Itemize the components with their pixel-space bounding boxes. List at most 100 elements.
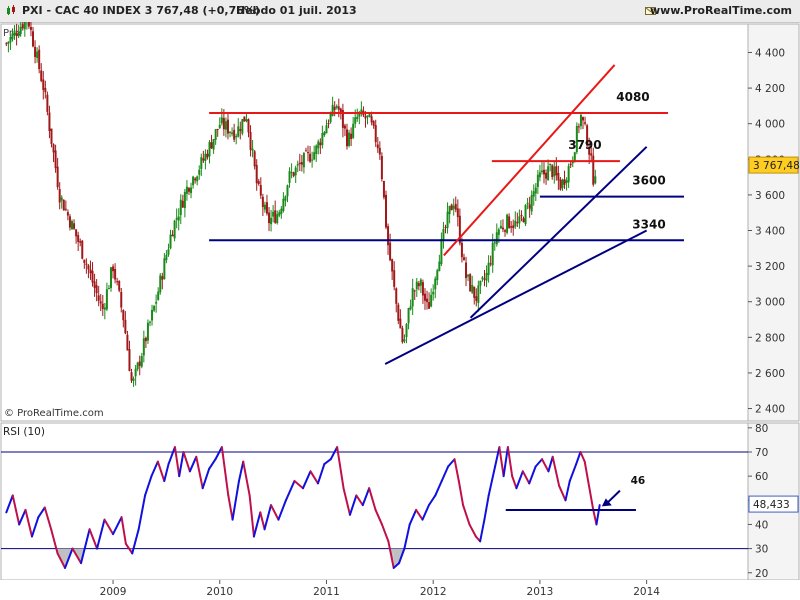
rsi-segment <box>534 458 544 468</box>
candle-body <box>81 240 84 259</box>
candle-body <box>510 226 513 228</box>
candle-body <box>430 294 433 307</box>
rsi-segment <box>595 504 601 526</box>
candle-body <box>48 112 51 131</box>
last-price-value: 3 767,48 <box>753 160 800 172</box>
rsi-segment <box>468 523 477 538</box>
candle-body <box>97 295 100 301</box>
candle-body <box>440 239 443 265</box>
candle-body <box>132 378 135 381</box>
candle-body <box>75 229 78 237</box>
candle-body <box>329 113 332 123</box>
candle-body <box>151 309 154 321</box>
candle-body <box>465 262 468 279</box>
candle-body <box>46 94 49 112</box>
candle-body <box>520 214 523 217</box>
candle-body <box>559 179 562 190</box>
candle-body <box>557 173 560 181</box>
candle-body <box>259 185 262 196</box>
rsi-segment <box>137 494 147 531</box>
candle-body <box>7 41 10 44</box>
candle-body <box>339 108 342 113</box>
rsi-segment <box>494 446 501 468</box>
candle-body <box>374 125 377 143</box>
candle-body <box>11 33 14 40</box>
candle-body <box>17 34 20 37</box>
candle-body <box>471 285 474 293</box>
rsi-segment <box>173 446 181 478</box>
candle-body <box>292 172 295 177</box>
candle-body <box>532 191 535 197</box>
candle-body <box>401 328 404 343</box>
candle-body <box>173 220 176 239</box>
candle-body <box>411 288 414 307</box>
candle-body <box>165 254 168 261</box>
candle-body <box>475 296 478 301</box>
candle-body <box>38 49 41 69</box>
rsi-tick-label: 80 <box>755 423 768 435</box>
candle-body <box>485 272 488 281</box>
rsi-tick-label: 70 <box>755 447 768 459</box>
candle-body <box>545 172 548 179</box>
candle-body <box>56 166 59 188</box>
candle-body <box>522 218 525 223</box>
x-axis: 2009 2010 2011 2012 2013 2014 <box>0 580 800 600</box>
rsi-segment <box>248 494 255 538</box>
candle-body <box>528 204 531 209</box>
rsi-segment <box>259 511 266 531</box>
candle-body <box>469 274 472 292</box>
candle-body <box>194 178 197 181</box>
email-icon[interactable] <box>645 5 656 16</box>
candle-body <box>350 133 353 140</box>
candle-body <box>518 216 521 224</box>
candle-body <box>50 128 53 144</box>
candle-body <box>348 132 351 146</box>
candle-body <box>403 339 406 342</box>
level-label: 3600 <box>632 174 665 188</box>
candle-body <box>594 176 597 184</box>
candle-body <box>229 131 232 133</box>
rsi-segment <box>583 460 590 487</box>
candle-body <box>446 211 449 228</box>
candle-body <box>555 166 558 176</box>
rsi-segment <box>387 540 395 569</box>
candle-body <box>540 170 543 173</box>
candle-body <box>491 242 494 266</box>
candle-body <box>493 242 496 244</box>
rsi-segment <box>24 508 33 538</box>
candle-body <box>202 158 205 161</box>
candle-body <box>563 179 566 185</box>
rsi-segment <box>368 487 377 511</box>
candle-body <box>282 198 285 211</box>
rsi-segment <box>30 516 40 538</box>
candle-body <box>319 142 322 146</box>
candle-body <box>327 122 330 125</box>
candle-body <box>456 208 459 218</box>
rsi-tick-label: 30 <box>755 544 768 556</box>
candle-body <box>190 187 193 194</box>
candle-body <box>112 266 115 272</box>
candle-body <box>146 322 149 341</box>
price-tick-label: 4 200 <box>755 83 785 95</box>
rsi-segment <box>50 528 59 555</box>
candle-body <box>323 132 326 136</box>
candle-body <box>391 259 394 272</box>
candle-body <box>83 259 86 263</box>
rsi-segment <box>201 467 211 490</box>
rsi-segment <box>348 494 358 516</box>
rsi-segment <box>80 528 91 565</box>
candle-body <box>590 153 593 156</box>
rsi-segment <box>457 479 465 507</box>
candle-body <box>417 283 420 287</box>
candle-body <box>222 117 225 130</box>
candle-body <box>62 199 65 211</box>
rsi-segment <box>96 518 106 550</box>
candle-body <box>206 153 209 158</box>
rsi-segment <box>231 479 240 521</box>
candle-body <box>73 223 76 229</box>
candle-body <box>169 234 172 249</box>
rsi-segment <box>88 528 99 550</box>
rsi-segment <box>284 479 296 502</box>
rsi-panel-label: RSI (10) <box>3 426 45 438</box>
